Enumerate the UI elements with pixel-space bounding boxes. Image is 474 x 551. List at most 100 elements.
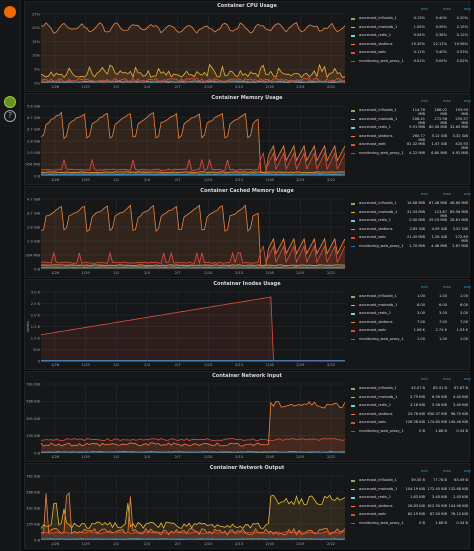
legend-header-max[interactable]: max: [443, 469, 451, 473]
legend-row[interactable]: azurecast_redis_1 5.91 MiB 80.56 MiB 32.65 …: [351, 125, 469, 131]
legend-color-swatch[interactable]: [351, 127, 355, 129]
legend-color-swatch[interactable]: [351, 396, 355, 398]
legend-row[interactable]: azurecast_web 126.58 KiB 174.85 KiB 140.46 …: [351, 420, 469, 426]
legend-series-name[interactable]: azurecast_influxdb_1: [359, 16, 397, 20]
graph-cached[interactable]: 4.7 GiB 3.7 GiB 2.8 GiB 1.9 GiB 954 MiB 0 B 1/…: [25, 187, 351, 279]
panel-cached[interactable]: Container Cached Memory Usage 4.7 GiB 3.7 …: [24, 186, 471, 279]
panel-memory[interactable]: Container Memory Usage 5.6 GiB 4.7 GiB 3.7 …: [24, 93, 471, 186]
legend-row[interactable]: azurecast_stations 26.83 KiB 612.90 KiB 104…: [351, 504, 469, 510]
legend-color-swatch[interactable]: [351, 522, 355, 524]
series-line[interactable]: [40, 531, 346, 535]
legend-color-swatch[interactable]: [351, 514, 355, 516]
legend-header-min[interactable]: min: [421, 192, 428, 196]
legend-header-max[interactable]: max: [443, 377, 451, 381]
series-line[interactable]: [40, 80, 346, 83]
legend-series-name[interactable]: azurecast_web: [359, 420, 386, 424]
series-line[interactable]: [40, 491, 346, 536]
legend-color-swatch[interactable]: [351, 18, 355, 20]
legend-row[interactable]: azurecast_influxdb_1 14.08 MiB 87.46 MiB 48…: [351, 201, 469, 207]
legend-row[interactable]: azurecast_mariadb_1 3.79 KiB 6.56 KiB 4.40 …: [351, 395, 469, 401]
legend-series-name[interactable]: azurecast_mariadb_1: [359, 394, 398, 399]
legend-color-swatch[interactable]: [351, 144, 355, 146]
legend-color-swatch[interactable]: [351, 304, 355, 306]
legend-row[interactable]: azurecast_redis_1 0.00 MiB 59.19 MiB 28.61 …: [351, 218, 469, 224]
legend-color-swatch[interactable]: [351, 60, 355, 62]
panel-cpu[interactable]: Container CPU Usage 25% 20% 15% 10% 5% 0% 1/26 1…: [24, 1, 471, 92]
panel-inodes[interactable]: Container Inodes Usage 3.0 K 2.5 K 2.0 K 1.5…: [24, 279, 471, 370]
legend-series-name[interactable]: azurecast_stations: [359, 41, 393, 46]
legend-series-name[interactable]: azurecast_redis_1: [359, 403, 392, 407]
legend-color-swatch[interactable]: [351, 35, 355, 37]
series-line[interactable]: [41, 22, 346, 34]
legend-header-min[interactable]: min: [421, 99, 428, 103]
legend-series-name[interactable]: azurecast_web: [359, 328, 386, 332]
legend-row[interactable]: monitoring_web_proxy_1 0 B 1.68 B 0.34 B: [351, 521, 469, 527]
panel-title[interactable]: Container Memory Usage: [211, 95, 283, 101]
series-line[interactable]: [40, 264, 346, 266]
graph-net_in[interactable]: 781 KiB 586 KiB 391 KiB 195 KiB 0 B 1/26 1/29 2…: [25, 372, 351, 463]
series-line[interactable]: [40, 111, 346, 173]
legend-color-swatch[interactable]: [351, 135, 355, 137]
legend-header-avg[interactable]: avg: [464, 285, 471, 289]
panel-title[interactable]: Container CPU Usage: [217, 3, 277, 9]
legend-series-name[interactable]: azurecast_redis_1: [359, 218, 392, 222]
series-line[interactable]: [40, 494, 346, 530]
legend-color-swatch[interactable]: [351, 488, 355, 490]
series-line[interactable]: [40, 173, 346, 176]
legend-series-name[interactable]: azurecast_influxdb_1: [359, 386, 397, 390]
legend-row[interactable]: monitoring_web_proxy_1 1.70 MiB 4.48 MiB 2.…: [351, 244, 469, 250]
legend-row[interactable]: azurecast_stations 19.30% 22.11% 19.56%: [351, 42, 469, 48]
legend-row[interactable]: azurecast_stations 7.00 7.00 7.00: [351, 320, 469, 326]
legend-series-name[interactable]: azurecast_redis_1: [359, 311, 392, 315]
legend-series-name[interactable]: monitoring_web_proxy_1: [359, 520, 404, 525]
legend-series-name[interactable]: azurecast_stations: [359, 226, 393, 231]
series-line[interactable]: [40, 171, 346, 173]
legend-row[interactable]: azurecast_influxdb_1 39.35 B 77.78 B 63.49 …: [351, 478, 469, 484]
legend-header-avg[interactable]: avg: [464, 377, 471, 381]
legend-row[interactable]: azurecast_redis_1 0.04% 0.38% 0.12%: [351, 33, 469, 39]
legend-header-max[interactable]: max: [443, 7, 451, 11]
legend-header-max[interactable]: max: [443, 99, 451, 103]
user-avatar-icon[interactable]: [4, 96, 16, 108]
legend-series-name[interactable]: azurecast_web: [359, 142, 386, 146]
graph-memory[interactable]: 5.6 GiB 4.7 GiB 3.7 GiB 2.8 GiB 1.9 GiB 954 M…: [25, 94, 351, 186]
legend-color-swatch[interactable]: [351, 43, 355, 45]
legend-row[interactable]: azurecast_web 81.32 MiB 1.47 GiB 425.93 MiB: [351, 142, 469, 150]
legend-row[interactable]: azurecast_web 62.19 KiB 87.50 KiB 76.12 KiB: [351, 512, 469, 518]
legend-color-swatch[interactable]: [351, 26, 355, 28]
legend-row[interactable]: monitoring_web_proxy_1 4.22 MiB 6.80 MiB 4.…: [351, 151, 469, 157]
legend-header-min[interactable]: min: [421, 285, 428, 289]
panel-net_out[interactable]: Container Network Output 781 KiB 586 KiB 39…: [24, 463, 471, 550]
panel-title[interactable]: Container Network Output: [209, 465, 285, 471]
series-line[interactable]: [40, 400, 346, 447]
legend-header-min[interactable]: min: [421, 7, 428, 11]
panel-net_in[interactable]: Container Network Input 781 KiB 586 KiB 391…: [24, 371, 471, 463]
help-icon[interactable]: ?: [4, 110, 16, 122]
graph-net_out[interactable]: 781 KiB 586 KiB 391 KiB 195 KiB 0 B 1/26 1/29 2…: [25, 464, 351, 550]
legend-row[interactable]: azurecast_redis_1 1.83 KiB 3.40 KiB 2.43 Ki…: [351, 495, 469, 501]
legend-row[interactable]: azurecast_influxdb_1 114.76 MiB 268.02 MiB…: [351, 108, 469, 116]
legend-series-name[interactable]: azurecast_mariadb_1: [359, 24, 398, 29]
series-line[interactable]: [40, 538, 346, 540]
legend-series-name[interactable]: azurecast_web: [359, 235, 386, 239]
legend-row[interactable]: azurecast_mariadb_1 104.19 KiB 172.45 KiB 1…: [351, 487, 469, 493]
legend-series-name[interactable]: monitoring_web_proxy_1: [359, 336, 404, 341]
legend-color-swatch[interactable]: [351, 405, 355, 407]
legend-header-min[interactable]: min: [421, 377, 428, 381]
legend-row[interactable]: monitoring_web_proxy_1 0 B 1.68 B 0.34 B: [351, 429, 469, 435]
legend-row[interactable]: azurecast_mariadb_1 1.05% 4.99% 2.15%: [351, 25, 469, 31]
panel-title[interactable]: Container Cached Memory Usage: [200, 188, 294, 194]
legend-series-name[interactable]: azurecast_web: [359, 512, 386, 516]
legend-series-name[interactable]: monitoring_web_proxy_1: [359, 428, 404, 433]
legend-series-name[interactable]: azurecast_stations: [359, 411, 393, 416]
series-line[interactable]: [40, 451, 346, 453]
legend-color-swatch[interactable]: [351, 245, 355, 247]
legend-color-swatch[interactable]: [351, 422, 355, 424]
legend-row[interactable]: azurecast_redis_1 3.16 KiB 5.56 KiB 3.49 Ki…: [351, 403, 469, 409]
series-line[interactable]: [40, 204, 346, 266]
legend-series-name[interactable]: azurecast_influxdb_1: [359, 478, 397, 482]
legend-series-name[interactable]: azurecast_web: [359, 50, 386, 54]
series-line[interactable]: [40, 244, 346, 264]
legend-header-avg[interactable]: avg: [464, 469, 471, 473]
legend-header-avg[interactable]: avg: [464, 7, 471, 11]
